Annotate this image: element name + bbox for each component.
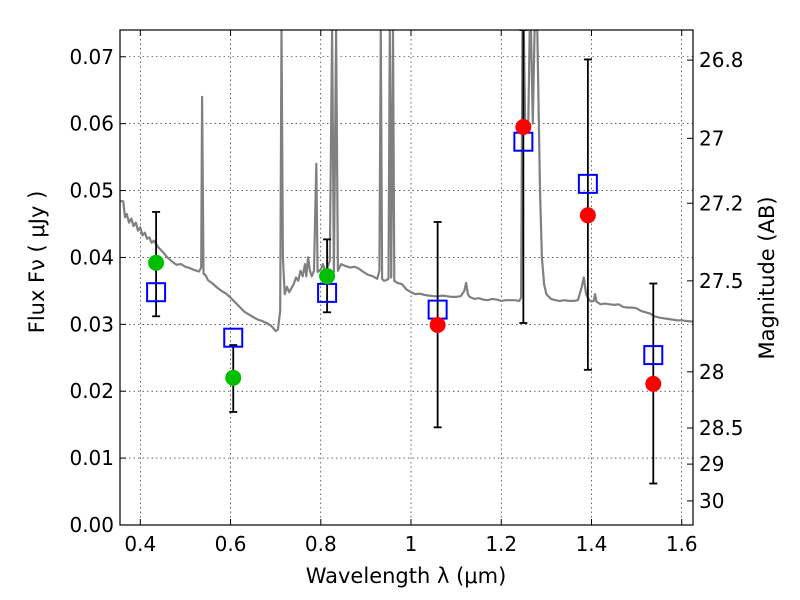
x-tick-label: 0.4 bbox=[124, 532, 156, 556]
right-tick-label: 26.8 bbox=[699, 48, 744, 72]
model-photometry-square bbox=[223, 327, 244, 348]
right-tick-label: 28 bbox=[699, 360, 724, 384]
plot-area bbox=[120, 30, 693, 485]
right-axis-ticks: 26.8 27 27.2 27.5 28 28.5 29 30 bbox=[687, 48, 744, 513]
x-tick-label: 1.6 bbox=[666, 532, 698, 556]
right-tick-label: 29 bbox=[699, 452, 724, 476]
y-tick-label: 0.07 bbox=[69, 45, 114, 69]
right-axis-label: Magnitude (AB) bbox=[755, 196, 779, 359]
red-measurement-point bbox=[645, 375, 662, 392]
y-axis-ticks: 0.00 0.01 0.02 0.03 0.04 0.05 0.06 0.07 bbox=[69, 45, 126, 537]
model-photometry-square bbox=[146, 282, 167, 303]
right-tick-label: 27.2 bbox=[699, 191, 744, 215]
right-tick-label: 30 bbox=[699, 489, 724, 513]
y-tick-label: 0.01 bbox=[69, 446, 114, 470]
x-tick-label: 0.8 bbox=[305, 532, 337, 556]
error-bars bbox=[152, 30, 658, 485]
right-tick-label: 27.5 bbox=[699, 269, 744, 293]
x-tick-label: 1.4 bbox=[576, 532, 608, 556]
y-tick-label: 0.03 bbox=[69, 312, 114, 336]
green-detection-point bbox=[225, 369, 242, 386]
red-measurement-point bbox=[429, 316, 446, 333]
green-detection-point bbox=[148, 254, 165, 271]
photometry-markers bbox=[146, 118, 664, 392]
plot-frame bbox=[119, 29, 694, 526]
y-tick-label: 0.05 bbox=[69, 179, 114, 203]
model-photometry-square bbox=[577, 173, 598, 194]
model-spectrum-line bbox=[120, 30, 693, 333]
x-tick-label: 1.2 bbox=[485, 532, 517, 556]
x-tick-label: 1 bbox=[405, 532, 418, 556]
y-tick-label: 0.06 bbox=[69, 112, 114, 136]
y-tick-label: 0.04 bbox=[69, 245, 114, 269]
x-tick-label: 0.6 bbox=[215, 532, 247, 556]
green-detection-point bbox=[319, 268, 336, 285]
y-axis-label: Flux Fν ( μJy ) bbox=[25, 191, 49, 334]
right-tick-label: 27 bbox=[699, 126, 724, 150]
x-axis-label: Wavelength λ (μm) bbox=[306, 564, 507, 588]
model-photometry-square bbox=[643, 345, 664, 366]
y-tick-label: 0.02 bbox=[69, 379, 114, 403]
red-measurement-point bbox=[579, 207, 596, 224]
y-tick-label: 0.00 bbox=[69, 513, 114, 537]
x-axis-ticks: 0.4 0.6 0.8 1 1.2 1.4 1.6 bbox=[124, 30, 698, 556]
red-measurement-point bbox=[515, 118, 532, 135]
right-tick-label: 28.5 bbox=[699, 416, 744, 440]
